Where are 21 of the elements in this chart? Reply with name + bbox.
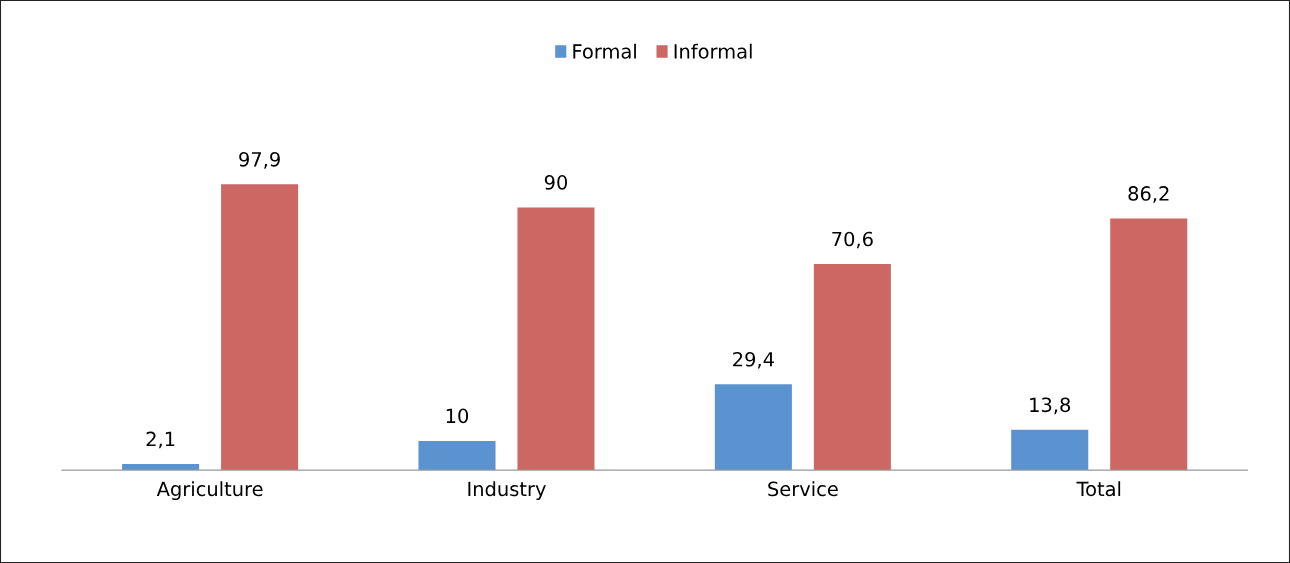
x-tick-label: Agriculture [156,481,263,501]
bar [813,264,891,471]
data-label: 86,2 [1128,186,1169,203]
x-tick-label: Industry [468,481,546,501]
legend-label: Informal [674,43,752,59]
data-label: 10 [446,408,469,424]
x-tick-label: Service [768,481,838,497]
x-tick-label: Total [1076,481,1121,497]
legend-label: Formal [573,43,636,59]
data-label: 70,6 [832,231,873,249]
bar [221,184,299,471]
data-label: 90 [544,175,568,190]
data-label: 97,9 [239,151,280,169]
data-label: 29,4 [733,351,774,369]
bar [1110,218,1188,471]
bar [517,207,595,471]
data-label: 2,1 [146,431,175,449]
bar [1011,429,1089,471]
data-label: 13,8 [1030,397,1071,415]
bar [418,440,496,471]
bar [714,384,792,471]
